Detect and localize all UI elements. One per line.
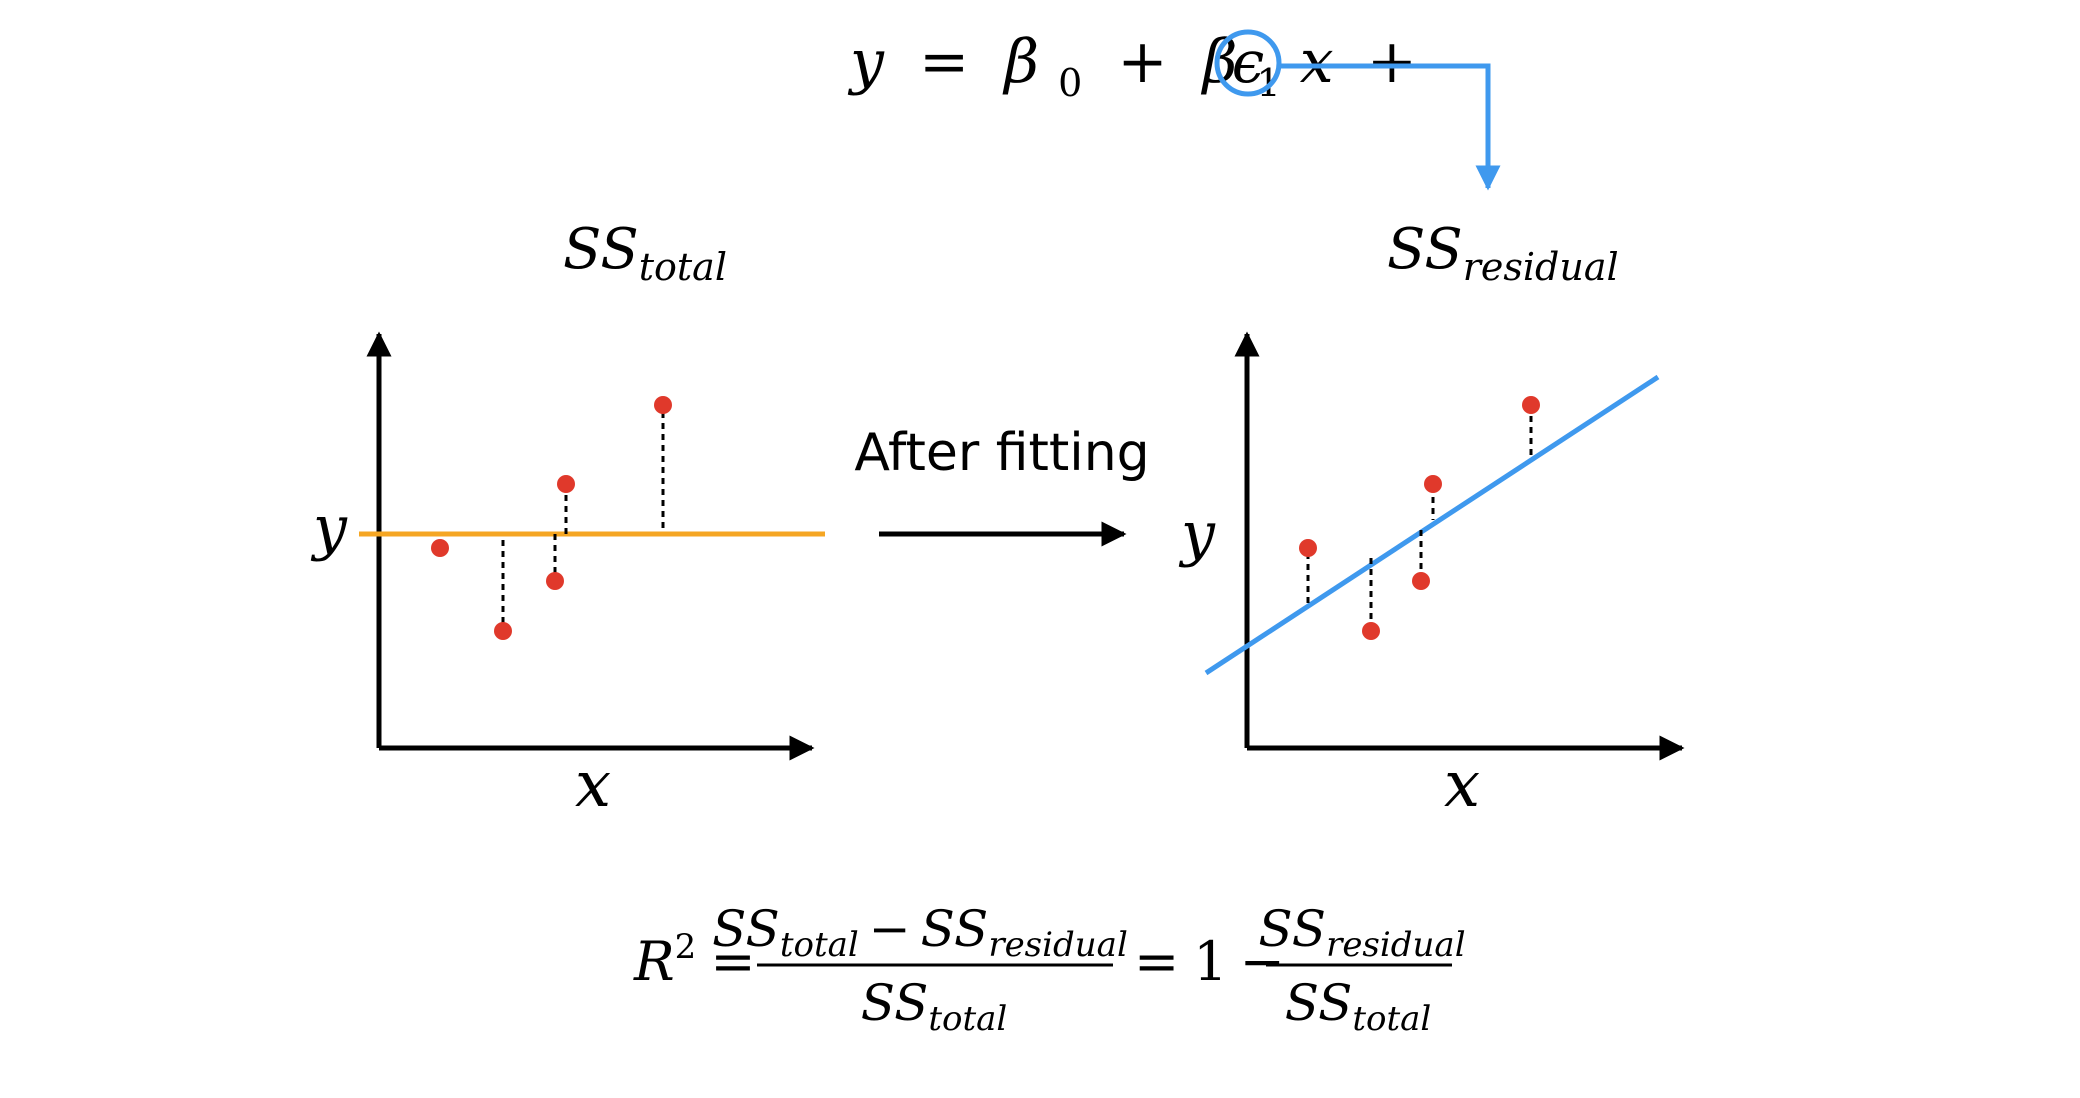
left-data-point [494, 622, 512, 640]
right-data-point [1522, 396, 1540, 414]
right-y-label: y [1178, 499, 1216, 569]
eq-plus1: + [1117, 27, 1167, 97]
right-x-label: x [1444, 748, 1480, 822]
r2-numerator-2: SSresidual [1258, 900, 1465, 965]
eq-x: x [1300, 27, 1334, 97]
left-x-label: x [575, 748, 611, 822]
left-data-point [546, 572, 564, 590]
regression-line [1204, 374, 1660, 676]
right-data-point [1362, 622, 1380, 640]
r-squared-formula: R2 = SStotal − SSresidual SStotal = 1− SSres… [633, 900, 1466, 1039]
left-y-label: y [310, 493, 348, 563]
r2-lhs: R2 = [633, 927, 756, 993]
left-data-point [654, 396, 672, 414]
transition: After fitting [854, 423, 1150, 547]
eq-y: y [847, 27, 885, 97]
after-fitting-label: After fitting [854, 423, 1149, 483]
right-data-point [1424, 475, 1442, 493]
r2-numerator-1: SStotal − SSresidual [712, 900, 1128, 965]
epsilon-highlight-circle [1214, 29, 1282, 97]
epsilon-to-residual-arrow [1279, 63, 1501, 191]
eq-beta0: β [1002, 27, 1039, 97]
left-data-point [557, 475, 575, 493]
model-equation: y = β 0 + β 1 x + ϵ [847, 27, 1501, 191]
right-panel: SSresidual y x [1178, 217, 1685, 822]
eq-plus2: + [1367, 27, 1417, 97]
left-data-point [431, 539, 449, 557]
eq-equals: = [919, 27, 969, 97]
left-panel: SStotal y x [310, 217, 825, 822]
right-data-point [1412, 572, 1430, 590]
r2-denominator-2: SStotal [1285, 974, 1432, 1039]
r2-middle: = 1− [1134, 930, 1285, 993]
eq-sub0: 0 [1058, 61, 1082, 105]
right-data-point [1299, 539, 1317, 557]
left-title: SStotal [563, 217, 727, 289]
svg-text:y = β 0: y = β 0 + β 1 x + [847, 27, 1417, 111]
r2-denominator-1: SStotal [861, 974, 1008, 1039]
eq-epsilon: ϵ [1232, 28, 1264, 96]
right-title: SSresidual [1387, 217, 1619, 289]
